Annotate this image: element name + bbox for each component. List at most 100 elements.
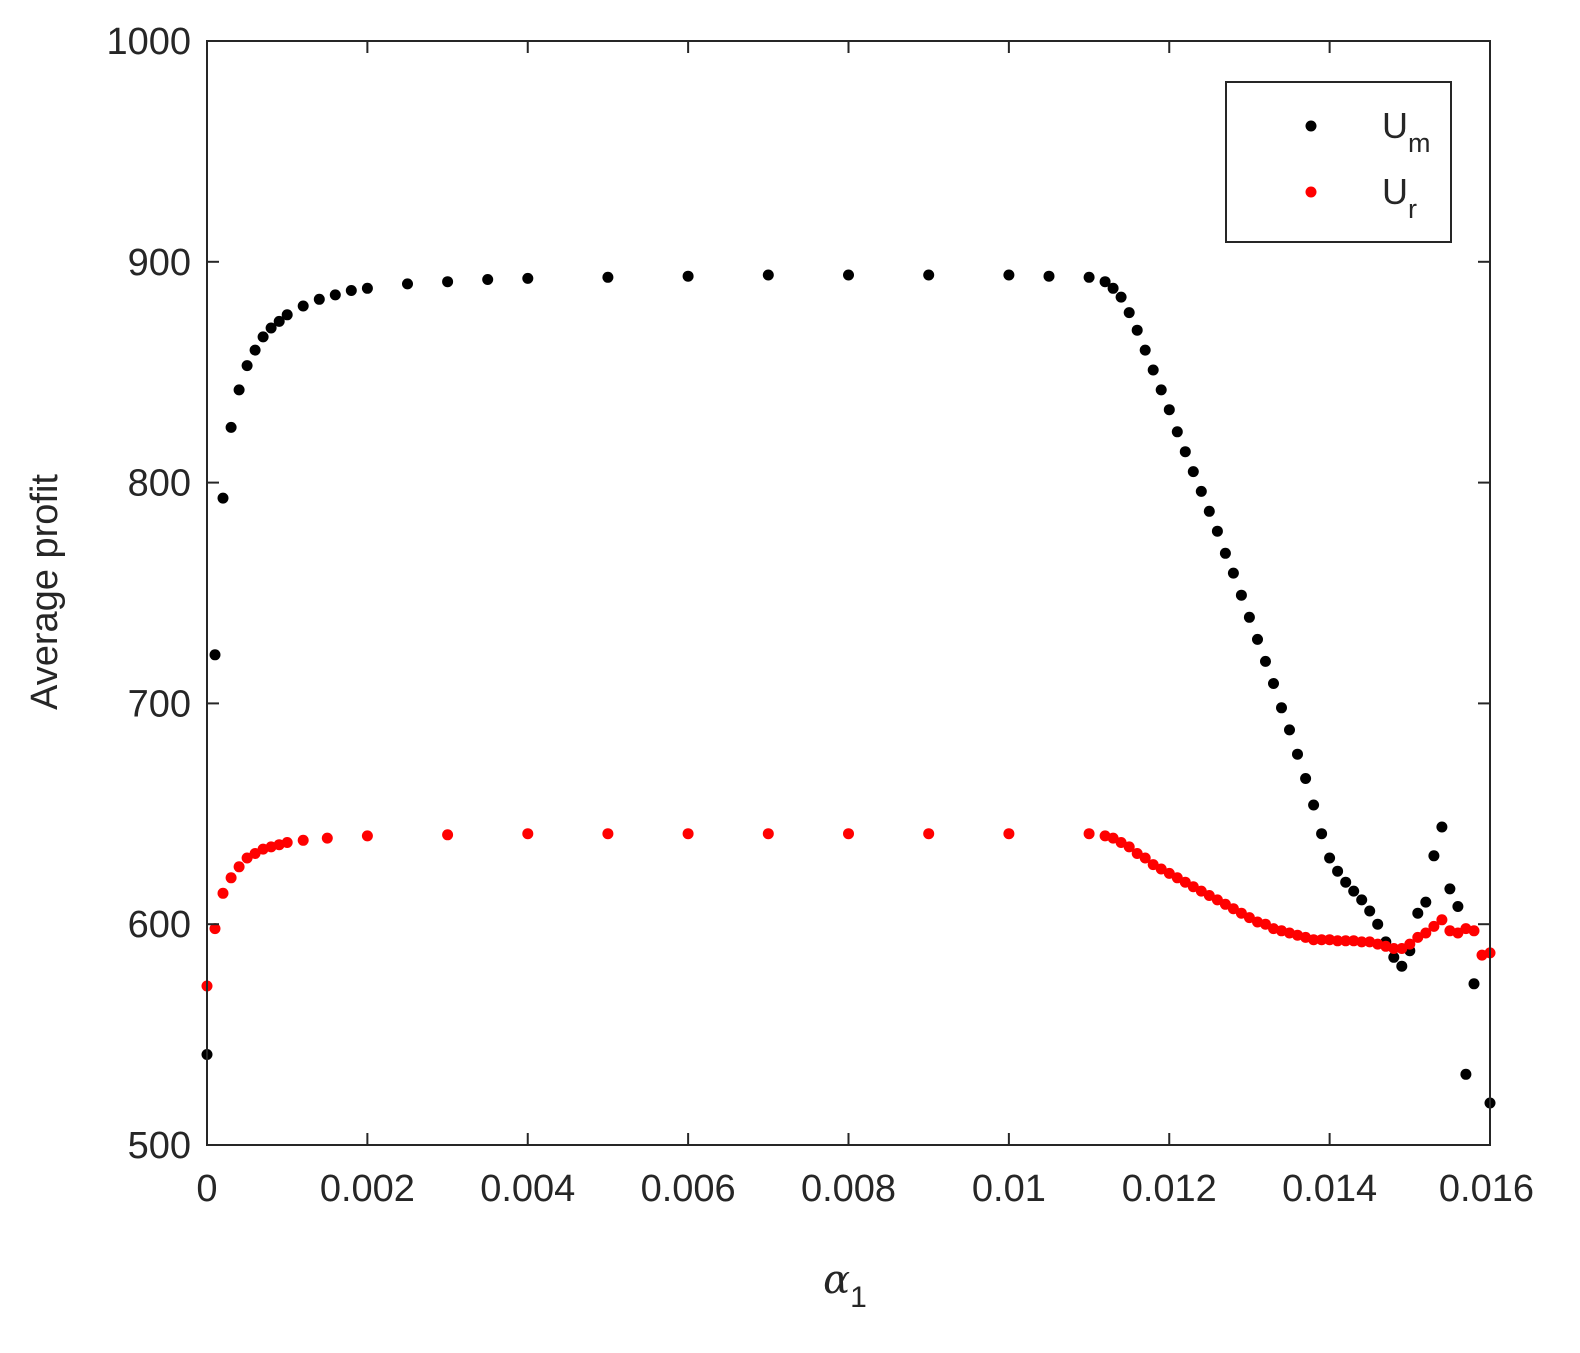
data-point xyxy=(233,861,245,873)
data-point xyxy=(1123,307,1135,319)
data-point xyxy=(1260,655,1271,667)
data-point xyxy=(1099,276,1111,288)
x-tick-label: 0.016 xyxy=(1439,1168,1534,1210)
x-tick-label: 0.01 xyxy=(972,1168,1046,1210)
legend-entry-label: Ur xyxy=(1382,171,1417,224)
data-point xyxy=(1163,404,1175,416)
x-tick-label: 0.014 xyxy=(1282,1168,1377,1210)
data-point xyxy=(1396,943,1408,954)
data-point xyxy=(923,828,935,840)
data-point xyxy=(1139,852,1151,864)
data-point xyxy=(1115,291,1127,303)
data-point xyxy=(1356,936,1368,948)
data-point xyxy=(1340,876,1352,888)
data-point xyxy=(1388,943,1400,954)
data-point xyxy=(1003,269,1015,281)
data-point xyxy=(1372,918,1384,930)
series-um xyxy=(201,269,1496,1109)
data-point xyxy=(1171,426,1183,438)
data-point xyxy=(1324,934,1336,946)
data-point xyxy=(522,272,534,284)
data-point xyxy=(1131,848,1143,859)
y-tick-label: 800 xyxy=(128,463,191,505)
legend-box xyxy=(1225,81,1452,243)
x-tick-label: 0.012 xyxy=(1122,1168,1217,1210)
y-tick-label: 1000 xyxy=(106,21,191,63)
x-axis-label-subscript: 1 xyxy=(850,1281,867,1314)
data-point xyxy=(329,289,341,301)
data-point xyxy=(1227,567,1239,579)
data-point xyxy=(1348,935,1360,947)
data-point xyxy=(1003,828,1015,840)
data-point xyxy=(1316,934,1328,946)
data-point xyxy=(1260,918,1271,930)
data-point xyxy=(1444,883,1456,895)
data-point xyxy=(1420,927,1432,939)
data-point xyxy=(1452,901,1464,912)
data-point xyxy=(602,828,614,840)
data-point xyxy=(273,315,285,327)
data-point xyxy=(1043,270,1055,282)
data-point xyxy=(1227,903,1239,915)
data-point xyxy=(682,270,694,282)
x-tick-label: 0.004 xyxy=(480,1168,575,1210)
data-point xyxy=(225,421,237,433)
data-point xyxy=(1195,485,1207,497)
data-point xyxy=(1284,724,1295,736)
legend-marker xyxy=(1305,186,1317,198)
data-point xyxy=(1107,282,1119,294)
data-point xyxy=(522,828,534,840)
legend-marker xyxy=(1305,120,1317,132)
data-point xyxy=(1243,912,1255,924)
data-point xyxy=(682,828,694,840)
data-point xyxy=(1388,951,1400,963)
data-point xyxy=(1139,344,1151,356)
ticks-layer: 0 0.002 0.004 0.006 0.008 0.01 0.012 0.014 0.016… xyxy=(106,21,1534,1210)
data-point xyxy=(1396,960,1408,972)
data-point xyxy=(281,309,293,321)
data-point xyxy=(1203,505,1215,517)
data-point xyxy=(217,887,229,899)
y-tick-label: 900 xyxy=(128,242,191,284)
x-tick-label: 0 xyxy=(196,1168,217,1210)
data-point xyxy=(345,285,357,296)
data-point xyxy=(1235,589,1247,601)
data-point xyxy=(402,278,413,290)
data-point xyxy=(1203,890,1215,901)
data-point xyxy=(241,360,253,372)
data-point xyxy=(923,269,935,281)
data-point xyxy=(1163,867,1175,879)
data-point xyxy=(209,649,221,661)
data-point xyxy=(1436,914,1448,926)
data-point xyxy=(297,300,309,312)
data-point xyxy=(225,872,237,884)
legend-entry-subscript: r xyxy=(1408,194,1417,224)
data-point xyxy=(843,828,854,840)
y-axis-label: Average profit xyxy=(24,474,66,710)
data-point xyxy=(1364,905,1376,917)
data-point xyxy=(209,923,221,935)
data-point xyxy=(1436,821,1448,833)
x-tick-label: 0.002 xyxy=(320,1168,415,1210)
legend-entry-subscript: m xyxy=(1408,128,1431,158)
data-point xyxy=(442,276,454,288)
data-point xyxy=(1452,927,1464,939)
data-point xyxy=(1219,547,1231,559)
data-point xyxy=(1187,466,1199,478)
data-point xyxy=(1083,828,1095,840)
data-point xyxy=(1235,907,1247,919)
y-tick-label: 700 xyxy=(128,683,191,725)
data-point xyxy=(1268,678,1279,689)
series-layer xyxy=(201,269,1496,1109)
data-point xyxy=(1412,931,1424,943)
data-point xyxy=(1428,920,1440,932)
data-point xyxy=(1147,364,1159,376)
data-point xyxy=(1404,938,1416,950)
legend-entry-name: U xyxy=(1382,105,1408,146)
data-point xyxy=(1179,876,1191,888)
data-point xyxy=(1219,898,1231,910)
data-point xyxy=(233,384,245,396)
data-point xyxy=(1324,852,1336,864)
data-point xyxy=(297,834,309,846)
